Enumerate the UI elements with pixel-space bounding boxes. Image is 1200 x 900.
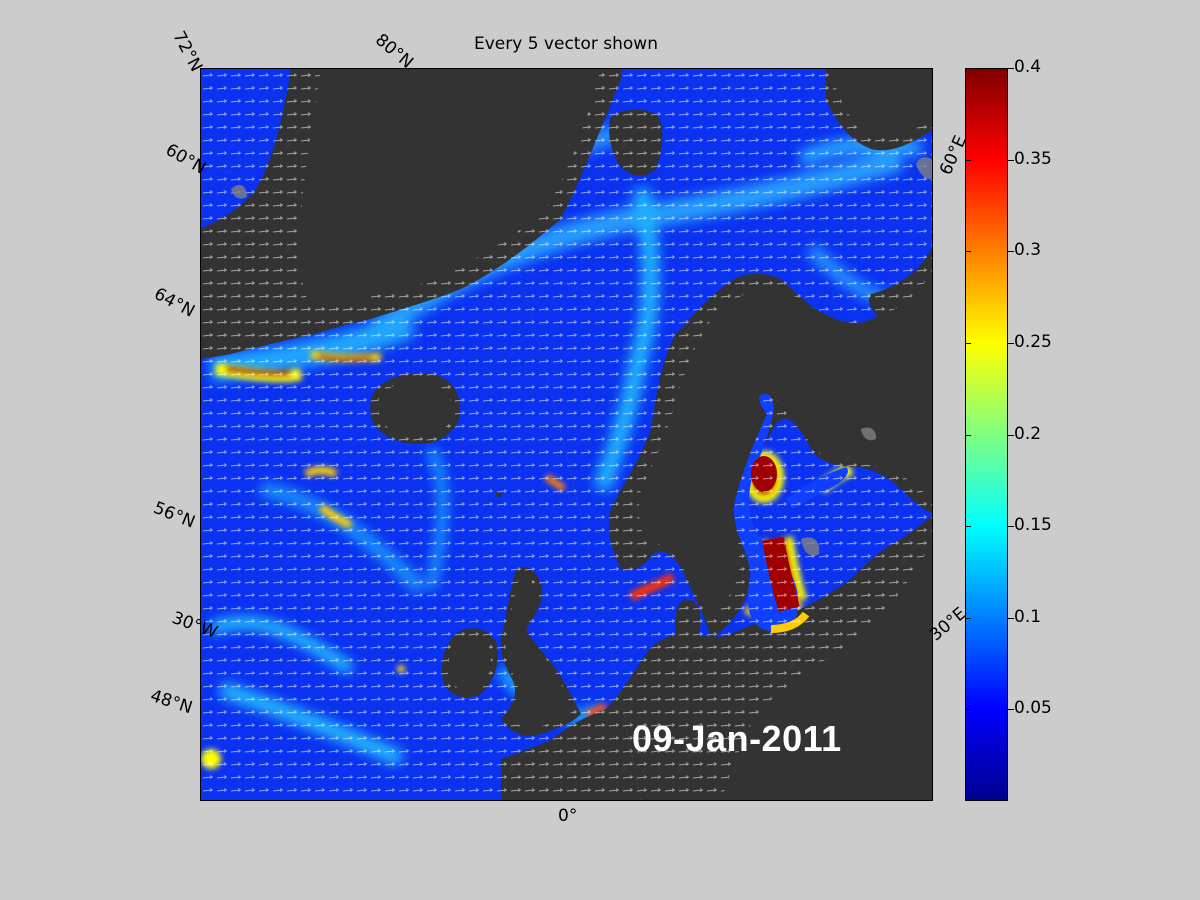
colorbar-tick-inner (965, 526, 971, 527)
colorbar-tick (1008, 160, 1014, 161)
map-panel (200, 68, 933, 801)
colorbar-tick-label: 0.4 (1014, 57, 1042, 77)
colorbar-tick-label: 0.1 (1014, 607, 1042, 627)
lat-label-56n: 56°N (150, 498, 198, 533)
lon-label-0: 0° (558, 806, 578, 826)
colorbar-tick (1008, 526, 1014, 527)
lat-label-48n: 48°N (147, 686, 195, 719)
colorbar-tick-label: 0.05 (1014, 698, 1052, 718)
colorbar-tick-inner (965, 160, 971, 161)
current-speed-map (201, 69, 932, 800)
colorbar-tick-label: 0.2 (1014, 424, 1042, 444)
colorbar (965, 68, 1008, 801)
land-mask (300, 69, 932, 800)
colorbar-tick-inner (965, 435, 971, 436)
colorbar-tick-inner (965, 251, 971, 252)
colorbar-tick (1008, 618, 1014, 619)
colorbar-tick (1008, 709, 1014, 710)
figure-title: Every 5 vector shown (474, 34, 658, 54)
coastal-shading (231, 157, 932, 556)
colorbar-tick-inner (965, 618, 971, 619)
colorbar-tick (1008, 251, 1014, 252)
colorbar-tick (1008, 435, 1014, 436)
colorbar-tick-inner (965, 68, 971, 69)
lat-label-64n: 64°N (150, 284, 198, 322)
colorbar-tick-label: 0.3 (1014, 240, 1042, 260)
colorbar-tick-label: 0.35 (1014, 149, 1052, 169)
colorbar-tick (1008, 343, 1014, 344)
colorbar-tick-label: 0.25 (1014, 332, 1052, 352)
colorbar-tick (1008, 68, 1014, 69)
date-label: 09-Jan-2011 (632, 718, 842, 759)
colorbar-tick-label: 0.15 (1014, 515, 1052, 535)
colorbar-tick-inner (965, 709, 971, 710)
colorbar-tick-inner (965, 343, 971, 344)
